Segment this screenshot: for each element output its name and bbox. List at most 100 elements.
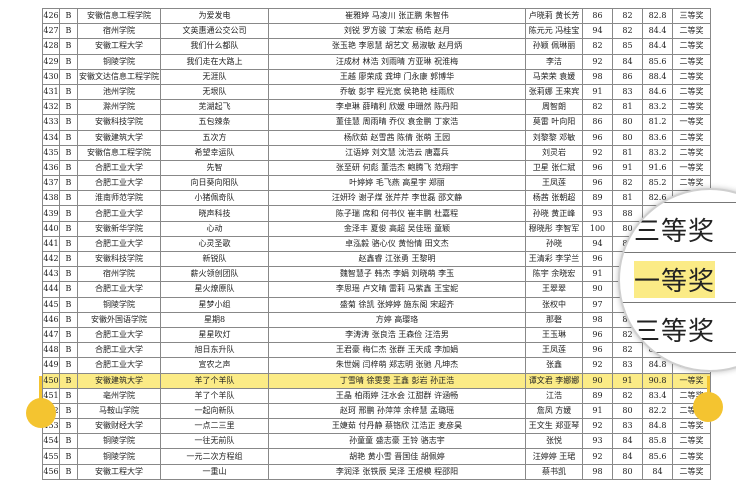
school: 安徽工程大学	[77, 463, 161, 480]
group: B	[59, 144, 78, 161]
team-name: 旭日东升队	[160, 342, 269, 359]
group: B	[59, 463, 78, 480]
members: 乔敏 彭宇 程光宽 侯艳艳 桂雨欣	[268, 83, 526, 101]
score-a: 96	[582, 159, 613, 177]
row-number: 454	[42, 433, 60, 450]
members: 张玉艳 李恩慧 胡艺文 易淑敏 赵月炳	[268, 38, 526, 55]
group: B	[59, 281, 78, 298]
members: 刘锐 罗方骏 丁荣宏 杨皓 赵月	[268, 23, 526, 40]
school: 安徽建筑大学	[77, 372, 161, 389]
score-a: 89	[582, 387, 613, 404]
members: 李涛涛 张良浩 王森俭 汪浩男	[268, 326, 526, 344]
school: 安徽科技学院	[77, 114, 161, 131]
school: 铜陵学院	[77, 53, 161, 70]
score-a: 92	[582, 357, 613, 374]
school: 合肥工业大学	[77, 159, 161, 177]
group: B	[59, 53, 78, 70]
advisors: 杨茜 张朝超	[525, 190, 583, 207]
table-row: 453 B 安徽财经大学 一点二三里 王婕茹 付丹静 蔡铬欣 江浩正 麦彦昊 王文生 郑亚…	[42, 418, 711, 435]
score-a: 98	[582, 311, 613, 328]
row-number: 441	[42, 235, 60, 253]
total-score: 83.4	[642, 387, 673, 404]
team-name: 星星吹灯	[160, 326, 269, 344]
row-number: 455	[42, 448, 60, 465]
group: B	[59, 357, 78, 374]
advisors: 王文生 郑亚琴	[525, 418, 583, 435]
team-name: 五包辣条	[160, 114, 269, 131]
award: 二等奖	[672, 99, 711, 116]
school: 安徽财经大学	[77, 418, 161, 435]
selection-handle[interactable]	[26, 398, 56, 428]
school: 安徽工程大学	[77, 38, 161, 55]
score-b: 83	[612, 418, 643, 435]
score-b: 84	[612, 448, 643, 465]
score-b: 83	[612, 357, 643, 374]
row-number: 456	[42, 463, 60, 480]
team-name: 新锐队	[160, 250, 269, 268]
magnifier: 三等奖 一等奖 三等奖	[618, 188, 736, 372]
score-b: 91	[612, 159, 643, 177]
school: 合肥工业大学	[77, 281, 161, 298]
table-row: 454 B 铜陵学院 一往无前队 孙童童 盛志豪 王铃 骆志宇 张悦 93 84 85.8 二等奖	[42, 433, 711, 450]
team-name: 宣农之声	[160, 357, 269, 374]
group: B	[59, 326, 78, 344]
score-a: 98	[582, 68, 613, 85]
advisors: 谭文君 李娜娜	[525, 372, 583, 389]
total-score: 82.8	[642, 7, 673, 25]
award: 二等奖	[672, 68, 711, 85]
advisors: 张鑫	[525, 357, 583, 374]
school: 滁州学院	[77, 99, 161, 116]
score-a: 94	[582, 235, 613, 253]
advisors: 张莉娜 王来宾	[525, 83, 583, 101]
score-a: 93	[582, 205, 613, 222]
members: 董佳慧 周雨晴 乔仪 袁金鹏 丁家浩	[268, 114, 526, 131]
table-row: 440 B 安徽新华学院 心动 金泽丰 夏俊 高超 吴佳瑶 童颖 穆晓彤 李智军 100 80…	[42, 220, 711, 237]
row-number: 449	[42, 357, 60, 374]
members: 汪妍玲 谢子煤 张芹芹 李世磊 邵文静	[268, 190, 526, 207]
team-name: 一往无前队	[160, 433, 269, 450]
school: 安徽信息工程学院	[77, 144, 161, 161]
advisors: 刘灵岩	[525, 144, 583, 161]
team-name: 星期8	[160, 311, 269, 328]
group: B	[59, 114, 78, 131]
group: B	[59, 250, 78, 268]
table-row: 428 B 安徽工程大学 我们什么都队 张玉艳 李恩慧 胡艺文 易淑敏 赵月炳 孙颖 佩琳…	[42, 38, 711, 55]
advisors: 卫星 张仁斌	[525, 159, 583, 177]
score-a: 96	[582, 175, 613, 192]
advisors: 陈元元 冯桂宝	[525, 23, 583, 40]
row-number: 445	[42, 296, 60, 313]
row-number: 444	[42, 281, 60, 298]
selection-handle[interactable]	[693, 392, 723, 422]
group: B	[59, 68, 78, 85]
row-number: 433	[42, 114, 60, 131]
school: 铜陵学院	[77, 433, 161, 450]
advisors: 张悦	[525, 433, 583, 450]
award: 一等奖	[672, 372, 711, 389]
advisors: 李洁	[525, 53, 583, 70]
table-row: 429 B 铜陵学院 我们走在大路上 汪成材 林浩 刘雨晴 方亚琳 祝淮梅 李洁 92 84 8…	[42, 53, 711, 70]
row-number: 427	[42, 23, 60, 40]
advisors: 汪婷婷 王珺	[525, 448, 583, 465]
table-row: 436 B 合肥工业大学 先智 张至研 何彪 董浩杰 鲍腾飞 范翔宇 卫星 张仁斌 96 91…	[42, 159, 711, 177]
score-b: 81	[612, 144, 643, 161]
group: B	[59, 175, 78, 192]
advisors: 詹凤 方媛	[525, 402, 583, 420]
score-a: 90	[582, 281, 613, 298]
row-number: 447	[42, 326, 60, 344]
total-score: 84	[642, 463, 673, 480]
group: B	[59, 83, 78, 101]
score-b: 91	[612, 372, 643, 389]
members: 王晶 柏雨婷 汪水会 江甜群 许涵畅	[268, 387, 526, 404]
magnified-award: 三等奖	[634, 317, 716, 347]
members: 赵珂 邢鹏 孙萍萍 余梓慧 孟璐瑶	[268, 402, 526, 420]
school: 宿州学院	[77, 266, 161, 283]
school: 亳州学院	[77, 387, 161, 404]
score-b: 86	[612, 68, 643, 85]
award: 三等奖	[672, 7, 711, 25]
group: B	[59, 235, 78, 253]
magnified-rule	[620, 352, 736, 353]
advisors: 莫雷 叶向阳	[525, 114, 583, 131]
